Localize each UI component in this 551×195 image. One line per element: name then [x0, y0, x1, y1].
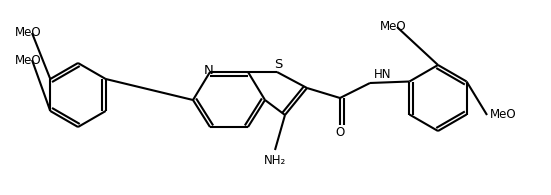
Text: MeO: MeO — [380, 20, 407, 34]
Text: O: O — [336, 127, 344, 139]
Text: N: N — [204, 65, 214, 77]
Text: HN: HN — [374, 68, 392, 82]
Text: NH₂: NH₂ — [264, 153, 286, 167]
Text: S: S — [274, 58, 282, 71]
Text: MeO: MeO — [15, 53, 42, 66]
Text: MeO: MeO — [490, 108, 517, 121]
Text: MeO: MeO — [15, 27, 42, 40]
